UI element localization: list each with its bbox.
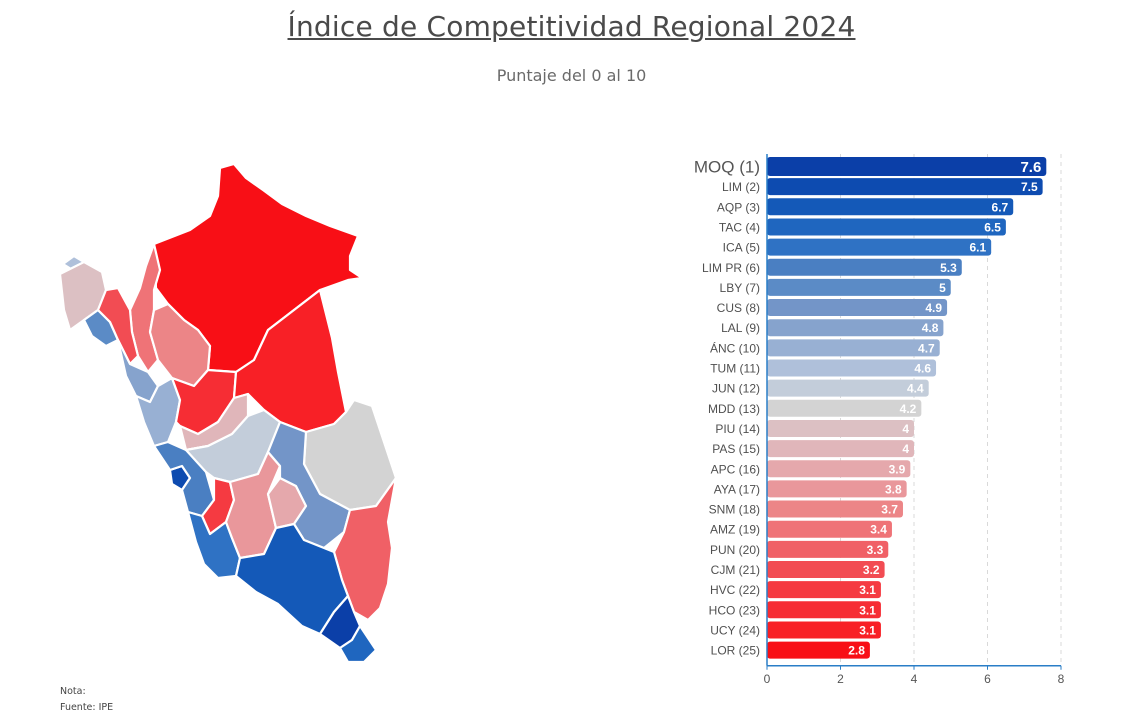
value-label: 3.7: [881, 503, 898, 517]
value-label: 3.4: [870, 523, 887, 537]
category-label: HCO (23): [709, 603, 760, 617]
footnote-note: Nota:: [60, 686, 86, 697]
category-label: CJM (21): [711, 563, 760, 577]
value-label: 4.8: [922, 321, 939, 335]
bar-lim-2: [767, 178, 1043, 196]
category-label: PUN (20): [710, 543, 760, 557]
bar-jun-12: [767, 379, 929, 397]
category-label: LOR (25): [711, 644, 760, 658]
category-label: SNM (18): [709, 503, 760, 517]
bar-lor-25: [767, 641, 870, 659]
value-label: 3.1: [859, 623, 876, 637]
category-label: CUS (8): [717, 301, 760, 315]
value-label: 4.2: [900, 402, 917, 416]
bar-mdd-13: [767, 399, 922, 417]
bar-moq-1: [767, 157, 1047, 176]
category-label: LIM PR (6): [702, 261, 760, 275]
x-tick-label: 6: [984, 672, 991, 686]
x-tick-label: 8: [1058, 672, 1065, 686]
category-label: MOQ (1): [694, 158, 760, 177]
bar-cjm-21: [767, 561, 885, 578]
page-title: Índice de Competitividad Regional 2024: [287, 10, 856, 43]
category-label: LBY (7): [720, 281, 760, 295]
ranking-bar-chart: MOQ (1) 7.6 LIM (2) 7.5 AQP (3) 6.7 TAC (4) 6.5…: [694, 154, 1065, 686]
bar-pun-20: [767, 540, 889, 558]
bar-lim-pr-6: [767, 258, 962, 276]
map-region-tac: [338, 624, 378, 664]
value-label: 3.3: [867, 543, 884, 557]
map-region-aqp: [234, 522, 350, 636]
bar-piu-14: [767, 419, 914, 437]
value-label: 6.1: [969, 241, 986, 255]
map-region-cjm: [96, 286, 140, 366]
x-tick-label: 0: [764, 672, 771, 686]
category-label: HVC (22): [710, 583, 760, 597]
bar-aqp-3: [767, 198, 1014, 216]
value-label: 4.4: [907, 382, 924, 396]
category-label: MDD (13): [708, 402, 760, 416]
value-label: 7.6: [1020, 159, 1041, 176]
bar-lal-9: [767, 319, 944, 337]
bar-tum-11: [767, 359, 937, 377]
value-label: 4.6: [914, 362, 931, 376]
value-label: 4.9: [925, 301, 942, 315]
category-label: TAC (4): [719, 220, 760, 234]
bar-snm-18: [767, 500, 903, 518]
category-label: TUM (11): [710, 362, 760, 376]
bar-anc-10: [767, 339, 940, 357]
value-label: 3.9: [889, 462, 906, 476]
value-label: 2.8: [848, 644, 865, 658]
category-label: UCY (24): [710, 623, 760, 637]
value-label: 6.5: [984, 220, 1001, 234]
page-subtitle: Puntaje del 0 al 10: [496, 66, 647, 85]
value-label: 7.5: [1021, 180, 1038, 194]
category-label: JUN (12): [712, 382, 760, 396]
value-label: 5: [939, 281, 946, 295]
bar-pas-15: [767, 440, 914, 458]
category-label: ICA (5): [723, 241, 760, 255]
bar-tac-4: [767, 218, 1006, 236]
category-label: AMZ (19): [710, 523, 760, 537]
bar-lby-7: [767, 278, 951, 296]
bar-amz-19: [767, 520, 892, 538]
value-label: 4: [902, 422, 909, 436]
x-tick-label: 4: [911, 672, 918, 686]
value-label: 3.1: [859, 583, 876, 597]
category-label: LIM (2): [722, 180, 760, 194]
bar-hco-23: [767, 601, 881, 619]
bar-ucy-24: [767, 621, 881, 639]
bar-cus-8: [767, 299, 948, 317]
value-label: 4: [902, 442, 909, 456]
value-label: 3.2: [863, 563, 880, 577]
category-label: PIU (14): [715, 422, 760, 436]
bar-ica-5: [767, 238, 992, 256]
value-label: 6.7: [992, 200, 1009, 214]
category-label: APC (16): [711, 462, 760, 476]
value-label: 4.7: [918, 341, 935, 355]
x-tick-label: 2: [837, 672, 844, 686]
bar-apc-16: [767, 460, 911, 478]
peru-region-map: [58, 162, 398, 664]
category-label: ÁNC (10): [710, 340, 760, 355]
value-label: 5.3: [940, 261, 957, 275]
bar-hvc-22: [767, 581, 881, 599]
value-label: 3.1: [859, 603, 876, 617]
category-label: LAL (9): [721, 321, 760, 335]
category-label: AQP (3): [717, 200, 760, 214]
category-label: PAS (15): [712, 442, 760, 456]
category-label: AYA (17): [714, 482, 760, 496]
bar-aya-17: [767, 480, 907, 498]
value-label: 3.8: [885, 482, 902, 496]
footnote-source: Fuente: IPE: [60, 702, 114, 713]
